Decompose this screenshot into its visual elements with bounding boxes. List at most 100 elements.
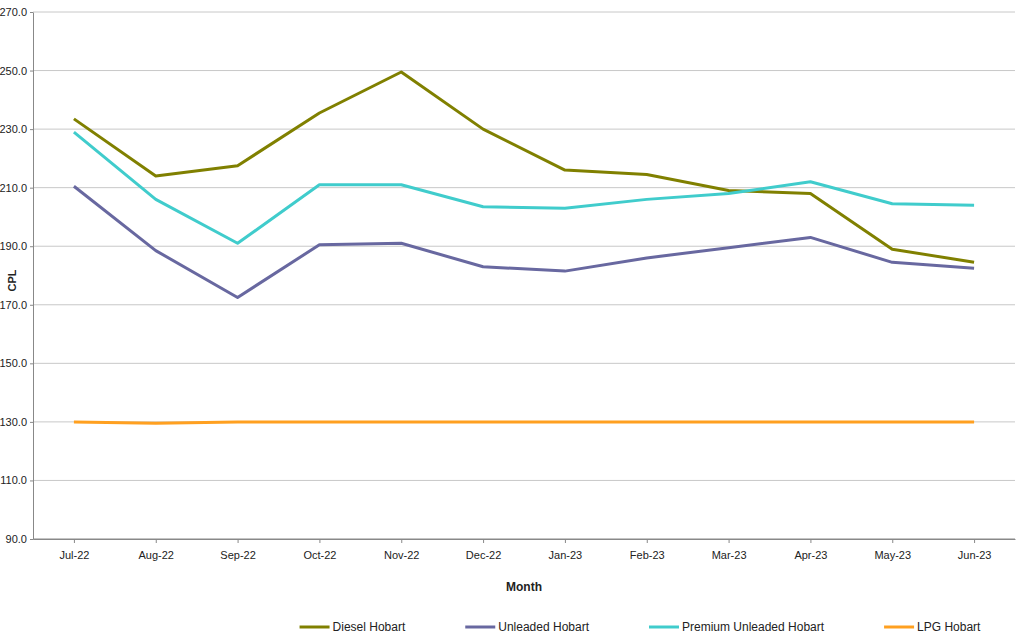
chart: 90.0 110.0 130.0 150.0 170.0 190.0 210.0 230.0 2… (0, 0, 1024, 638)
y-tick: 210.0 (0, 182, 33, 194)
x-tick-mark (483, 539, 484, 543)
y-tick-mark (30, 246, 33, 247)
y-tick-mark (30, 363, 33, 364)
x-tick: May-23 (874, 539, 911, 561)
x-tick-mark (810, 539, 811, 543)
grid-line (33, 480, 1015, 481)
x-tick-mark (565, 539, 566, 543)
grid (33, 12, 1015, 539)
x-tick: Jul-22 (59, 539, 89, 561)
y-tick: 130.0 (0, 416, 33, 428)
grid-line (33, 363, 1015, 364)
y-tick: 250.0 (0, 65, 33, 77)
y-tick-label: 270.0 (0, 6, 27, 18)
lines (74, 72, 974, 423)
grid-line (33, 187, 1015, 188)
grid-line (33, 70, 1015, 71)
series-line (74, 422, 974, 423)
grid-line (33, 129, 1015, 130)
y-tick: 110.0 (0, 474, 33, 486)
x-tick-label: Dec-22 (466, 549, 501, 561)
y-tick: 150.0 (0, 357, 33, 369)
x-tick: Dec-22 (466, 539, 501, 561)
grid-line (33, 539, 1015, 540)
y-tick-label: 230.0 (0, 123, 27, 135)
y-tick-mark (30, 539, 33, 540)
y-tick-mark (30, 480, 33, 481)
x-tick-mark (238, 539, 239, 543)
y-tick-label: 150.0 (0, 357, 27, 369)
y-tick-label: 210.0 (0, 182, 27, 194)
y-tick-label: 250.0 (0, 65, 27, 77)
legend-swatch (884, 626, 914, 629)
x-tick-label: May-23 (874, 549, 911, 561)
series-line (74, 132, 974, 243)
legend-label: Unleaded Hobart (498, 620, 589, 634)
x-tick-label: Jul-22 (59, 549, 89, 561)
x-tick-mark (74, 539, 75, 543)
legend-label: LPG Hobart (917, 620, 981, 634)
x-tick-label: Jun-23 (958, 549, 992, 561)
y-tick-label: 110.0 (0, 474, 27, 486)
y-tick-label: 170.0 (0, 299, 27, 311)
legend: Diesel Hobart Unleaded Hobart Premium Unle… (300, 620, 982, 634)
x-axis-title: Month (506, 580, 542, 594)
x-tick-label: Sep-22 (220, 549, 255, 561)
x-tick: Jun-23 (958, 539, 992, 561)
x-tick-mark (647, 539, 648, 543)
y-tick-mark (30, 12, 33, 13)
grid-line (33, 304, 1015, 305)
legend-item: LPG Hobart (884, 620, 981, 634)
x-tick: Jan-23 (549, 539, 583, 561)
y-axis: 90.0 110.0 130.0 150.0 170.0 190.0 210.0 230.0 2… (0, 6, 34, 545)
legend-swatch (649, 626, 679, 629)
x-tick-label: Jan-23 (549, 549, 583, 561)
y-tick: 190.0 (0, 240, 33, 252)
legend-label: Premium Unleaded Hobart (682, 620, 825, 634)
x-tick: Apr-23 (794, 539, 827, 561)
y-tick: 230.0 (0, 123, 33, 135)
legend-label: Diesel Hobart (333, 620, 406, 634)
x-tick: Oct-22 (303, 539, 336, 561)
y-tick-mark (30, 188, 33, 189)
x-tick-mark (156, 539, 157, 543)
grid-line (33, 246, 1015, 247)
y-tick-mark (30, 129, 33, 130)
y-tick: 90.0 (6, 533, 33, 545)
y-tick: 270.0 (0, 6, 33, 18)
y-axis-title: CPL (6, 269, 18, 291)
series-line (74, 72, 974, 262)
x-tick-label: Oct-22 (303, 549, 336, 561)
grid-line (33, 12, 1015, 13)
series-line (74, 186, 974, 297)
x-tick: Sep-22 (220, 539, 255, 561)
x-tick: Aug-22 (139, 539, 174, 561)
y-tick-label: 190.0 (0, 240, 27, 252)
x-tick-mark (974, 539, 975, 543)
y-tick-mark (30, 71, 33, 72)
x-axis-line (34, 539, 1016, 540)
y-axis-line (33, 13, 34, 540)
legend-item: Diesel Hobart (300, 620, 406, 634)
x-tick-label: Mar-23 (712, 549, 747, 561)
x-tick-mark (401, 539, 402, 543)
y-tick-label: 90.0 (6, 533, 27, 545)
legend-item: Unleaded Hobart (465, 620, 589, 634)
y-tick-label: 130.0 (0, 416, 27, 428)
x-tick: Nov-22 (384, 539, 419, 561)
x-tick-label: Feb-23 (630, 549, 665, 561)
y-tick-mark (30, 422, 33, 423)
x-tick: Feb-23 (630, 539, 665, 561)
y-tick: 170.0 (0, 299, 33, 311)
x-tick-label: Aug-22 (139, 549, 174, 561)
x-axis: Jul-22 Aug-22 Sep-22 Oct-22 Nov-22 Dec-22 Jan-… (34, 539, 1016, 561)
x-tick-label: Nov-22 (384, 549, 419, 561)
x-tick: Mar-23 (712, 539, 747, 561)
legend-swatch (300, 626, 330, 629)
x-tick-mark (729, 539, 730, 543)
y-tick-mark (30, 305, 33, 306)
x-tick-mark (892, 539, 893, 543)
x-tick-label: Apr-23 (794, 549, 827, 561)
legend-item: Premium Unleaded Hobart (649, 620, 825, 634)
x-tick-mark (319, 539, 320, 543)
